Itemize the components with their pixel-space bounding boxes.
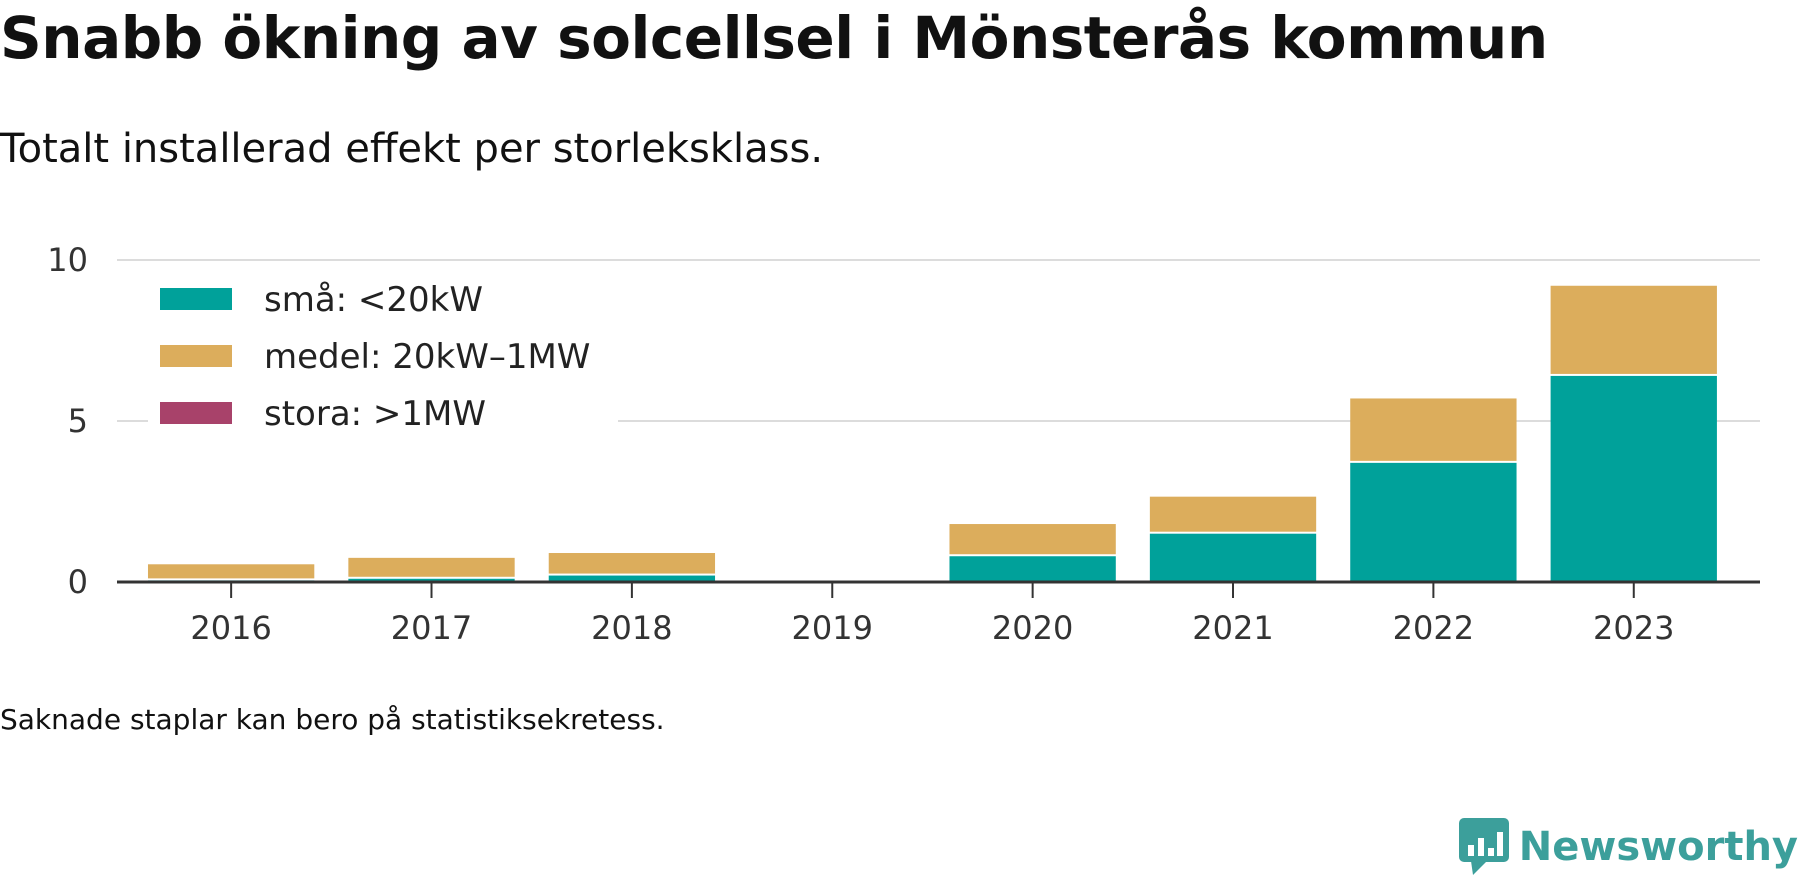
y-axis-ticks: 0 5 10 [47,241,88,601]
x-tick-label: 2019 [792,609,873,647]
legend-swatch [160,402,232,424]
chart-title: Snabb ökning av solcellsel i Mönsterås k… [0,4,1548,72]
stacked-bar-chart: 0 5 10 små: <20kW medel: 20kW–1MW stora: >1M… [47,241,1760,647]
x-tick-label: 2016 [190,609,271,647]
y-tick-label: 10 [47,241,88,279]
newsworthy-logo-icon [1458,818,1509,875]
bar-2020-series-1 [949,524,1116,555]
bar-2023-series-0 [1550,375,1717,582]
y-tick-label: 5 [68,402,88,440]
bar-2017-series-0 [348,578,515,582]
bar-2016-series-1 [147,564,315,579]
y-tick-label: 0 [68,563,88,601]
bar-2018-series-0 [548,575,716,582]
bar-2023-series-1 [1550,285,1717,374]
x-tick-label: 2021 [1192,609,1273,647]
legend-swatch [160,345,232,367]
bars [147,285,1717,582]
x-tick-label: 2018 [591,609,672,647]
x-tick-label: 2023 [1593,609,1674,647]
x-tick-label: 2020 [992,609,1073,647]
legend: små: <20kW medel: 20kW–1MW stora: >1MW [148,273,618,434]
brand-logo: Newsworthy [1458,818,1798,876]
bar-2020-series-0 [949,556,1116,582]
legend-label: stora: >1MW [264,394,486,434]
bar-2021-series-1 [1149,496,1317,532]
bar-2021-series-0 [1149,533,1317,582]
legend-label: medel: 20kW–1MW [264,337,590,377]
legend-swatch [160,288,232,310]
bar-2022-series-0 [1350,462,1517,582]
bar-2018-series-1 [548,553,716,574]
brand-name: Newsworthy [1518,824,1798,870]
legend-label: små: <20kW [264,280,483,320]
footnote: Saknade staplar kan bero på statistiksek… [0,703,665,736]
x-axis: 2016 2017 2018 2019 2020 2021 2022 2023 [117,580,1760,647]
bar-2017-series-1 [348,557,515,577]
chart-subtitle: Totalt installerad effekt per storlekskl… [0,126,824,172]
x-tick-label: 2017 [391,609,472,647]
x-tick-label: 2022 [1393,609,1474,647]
bar-2022-series-1 [1350,398,1517,461]
